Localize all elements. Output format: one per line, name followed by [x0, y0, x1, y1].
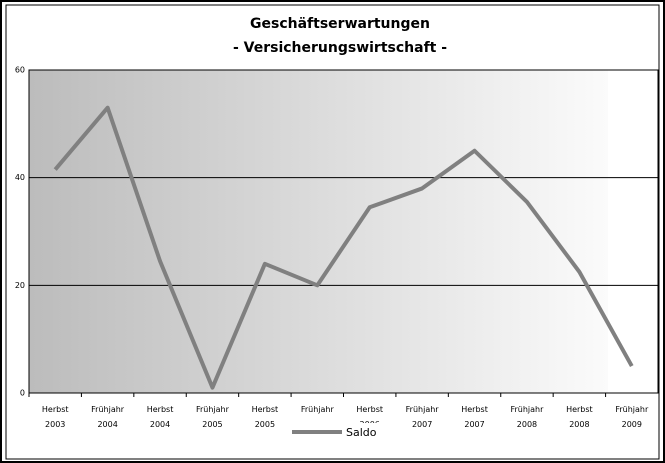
x-tick-label: Herbst 2003 [42, 405, 69, 429]
x-tick-label-line: 2003 [45, 420, 65, 429]
chart-title: Geschäftserwartungen [250, 16, 430, 32]
x-tick-label: Herbst 2008 [566, 405, 593, 429]
x-tick-label-line: Frühjahr [301, 405, 335, 414]
line [53, 105, 634, 390]
x-tick-label: Frühjahr 2004 [91, 405, 125, 429]
plot-area [28, 69, 659, 394]
legend-label: Saldo [346, 426, 377, 439]
x-tick-label-line: Frühjahr [91, 405, 125, 414]
x-tick-label-line: Herbst [566, 405, 593, 414]
x-tick-label-line: Frühjahr [406, 405, 440, 414]
x-tick-label-line: Frühjahr [196, 405, 230, 414]
x-tick-label-line: 2005 [202, 420, 222, 429]
y-tick-label: 40 [15, 173, 25, 182]
x-tick-label-line: Herbst [356, 405, 383, 414]
x-tick-label-line: Frühjahr [615, 405, 649, 414]
x-tick-label-line: 2009 [622, 420, 642, 429]
inner-frame [5, 4, 660, 460]
x-tick-label-line: 2004 [150, 420, 170, 429]
x-tick-label: Herbst 2004 [147, 405, 174, 429]
x-tick-label-line: Herbst [461, 405, 488, 414]
x-tick-label: Frühjahr 2009 [615, 405, 649, 429]
y-tick-label: 20 [15, 281, 25, 290]
y-tick-label: 60 [15, 66, 25, 75]
x-tick-label: Frühjahr [301, 405, 335, 414]
x-tick-label-line: 2005 [255, 420, 275, 429]
x-tick-label-line: Frühjahr [510, 405, 544, 414]
chart-subtitle: - Versicherungswirtschaft - [233, 40, 447, 56]
x-tick-label: Frühjahr 2005 [196, 405, 230, 429]
x-tick-label-line: 2008 [569, 420, 589, 429]
y-tick-label: 0 [20, 389, 25, 398]
x-tick-label-line: Herbst [252, 405, 279, 414]
x-tick-label: Herbst 2007 [461, 405, 488, 429]
x-tick-label-line: Herbst [147, 405, 174, 414]
x-tick-label-line: 2008 [517, 420, 537, 429]
x-tick-label: Frühjahr 2008 [510, 405, 544, 429]
x-tick-label-line: 2007 [464, 420, 484, 429]
x-tick-label: Frühjahr 2007 [406, 405, 440, 429]
x-tick-label-line: Herbst [42, 405, 69, 414]
x-tick-label-line: 2004 [97, 420, 117, 429]
x-tick-label-line: 2007 [412, 420, 432, 429]
x-tick-label: Herbst 2005 [252, 405, 279, 429]
